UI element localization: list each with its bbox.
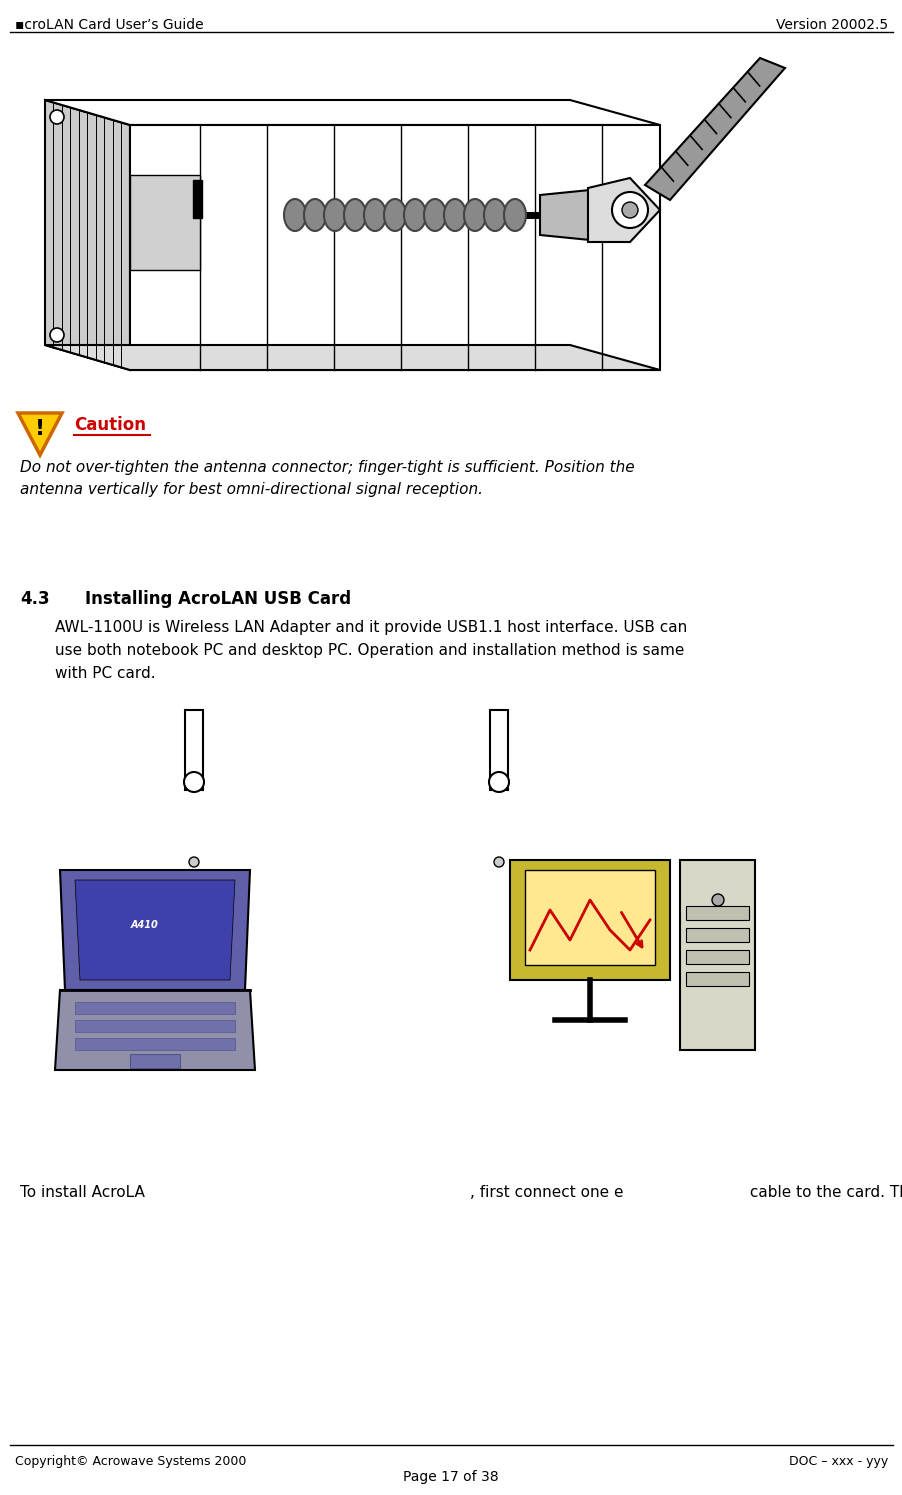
FancyBboxPatch shape [130, 1054, 179, 1067]
Text: cable to the card. Then,: cable to the card. Then, [744, 1186, 902, 1200]
Circle shape [711, 894, 723, 906]
Text: Copyright© Acrowave Systems 2000: Copyright© Acrowave Systems 2000 [15, 1455, 246, 1468]
Ellipse shape [364, 199, 385, 232]
FancyBboxPatch shape [686, 928, 748, 942]
Polygon shape [45, 100, 659, 126]
Circle shape [489, 771, 509, 792]
Ellipse shape [483, 199, 505, 232]
Ellipse shape [324, 199, 345, 232]
Circle shape [50, 327, 64, 342]
Polygon shape [45, 100, 130, 369]
Circle shape [493, 857, 503, 867]
Polygon shape [75, 881, 235, 981]
Text: ▪croLAN Card User’s Guide: ▪croLAN Card User’s Guide [15, 18, 203, 31]
FancyBboxPatch shape [686, 949, 748, 964]
Polygon shape [45, 345, 659, 369]
FancyBboxPatch shape [75, 1020, 235, 1032]
Text: Page 17 of 38: Page 17 of 38 [402, 1470, 498, 1485]
Polygon shape [587, 178, 659, 242]
Polygon shape [524, 870, 654, 964]
Text: DOC – xxx - yyy: DOC – xxx - yyy [787, 1455, 887, 1468]
Text: , first connect one e: , first connect one e [469, 1186, 622, 1200]
Ellipse shape [503, 199, 526, 232]
Circle shape [189, 857, 198, 867]
Polygon shape [644, 58, 784, 200]
Ellipse shape [444, 199, 465, 232]
Ellipse shape [383, 199, 406, 232]
Polygon shape [510, 860, 669, 981]
Polygon shape [679, 860, 754, 1049]
Polygon shape [130, 126, 659, 369]
Text: A410: A410 [131, 919, 159, 930]
Text: Caution: Caution [74, 416, 146, 434]
Polygon shape [60, 870, 250, 990]
Text: Installing AcroLAN USB Card: Installing AcroLAN USB Card [85, 591, 351, 608]
Ellipse shape [304, 199, 326, 232]
Ellipse shape [464, 199, 485, 232]
Polygon shape [539, 190, 610, 241]
Text: antenna vertically for best omni-directional signal reception.: antenna vertically for best omni-directi… [20, 481, 483, 496]
FancyBboxPatch shape [193, 179, 202, 218]
Ellipse shape [284, 199, 306, 232]
Text: AWL-1100U is Wireless LAN Adapter and it provide USB1.1 host interface. USB can: AWL-1100U is Wireless LAN Adapter and it… [55, 620, 686, 635]
Circle shape [184, 771, 204, 792]
Ellipse shape [344, 199, 365, 232]
Polygon shape [18, 413, 62, 454]
Ellipse shape [424, 199, 446, 232]
Circle shape [50, 111, 64, 124]
Text: 4.3: 4.3 [20, 591, 50, 608]
Circle shape [621, 202, 638, 218]
Text: Version 20002.5: Version 20002.5 [775, 18, 887, 31]
FancyBboxPatch shape [75, 1038, 235, 1049]
Text: with PC card.: with PC card. [55, 665, 155, 682]
Text: use both notebook PC and desktop PC. Operation and installation method is same: use both notebook PC and desktop PC. Ope… [55, 643, 684, 658]
FancyBboxPatch shape [686, 906, 748, 919]
Circle shape [612, 191, 648, 229]
Ellipse shape [403, 199, 426, 232]
Text: To install AcroLA: To install AcroLA [20, 1186, 144, 1200]
Text: !: ! [35, 419, 45, 440]
FancyBboxPatch shape [75, 1002, 235, 1014]
FancyBboxPatch shape [490, 710, 508, 789]
Text: Do not over-tighten the antenna connector; finger-tight is sufficient. Position : Do not over-tighten the antenna connecto… [20, 460, 634, 475]
FancyBboxPatch shape [686, 972, 748, 987]
Polygon shape [55, 990, 254, 1070]
Polygon shape [130, 175, 199, 271]
FancyBboxPatch shape [185, 710, 203, 789]
